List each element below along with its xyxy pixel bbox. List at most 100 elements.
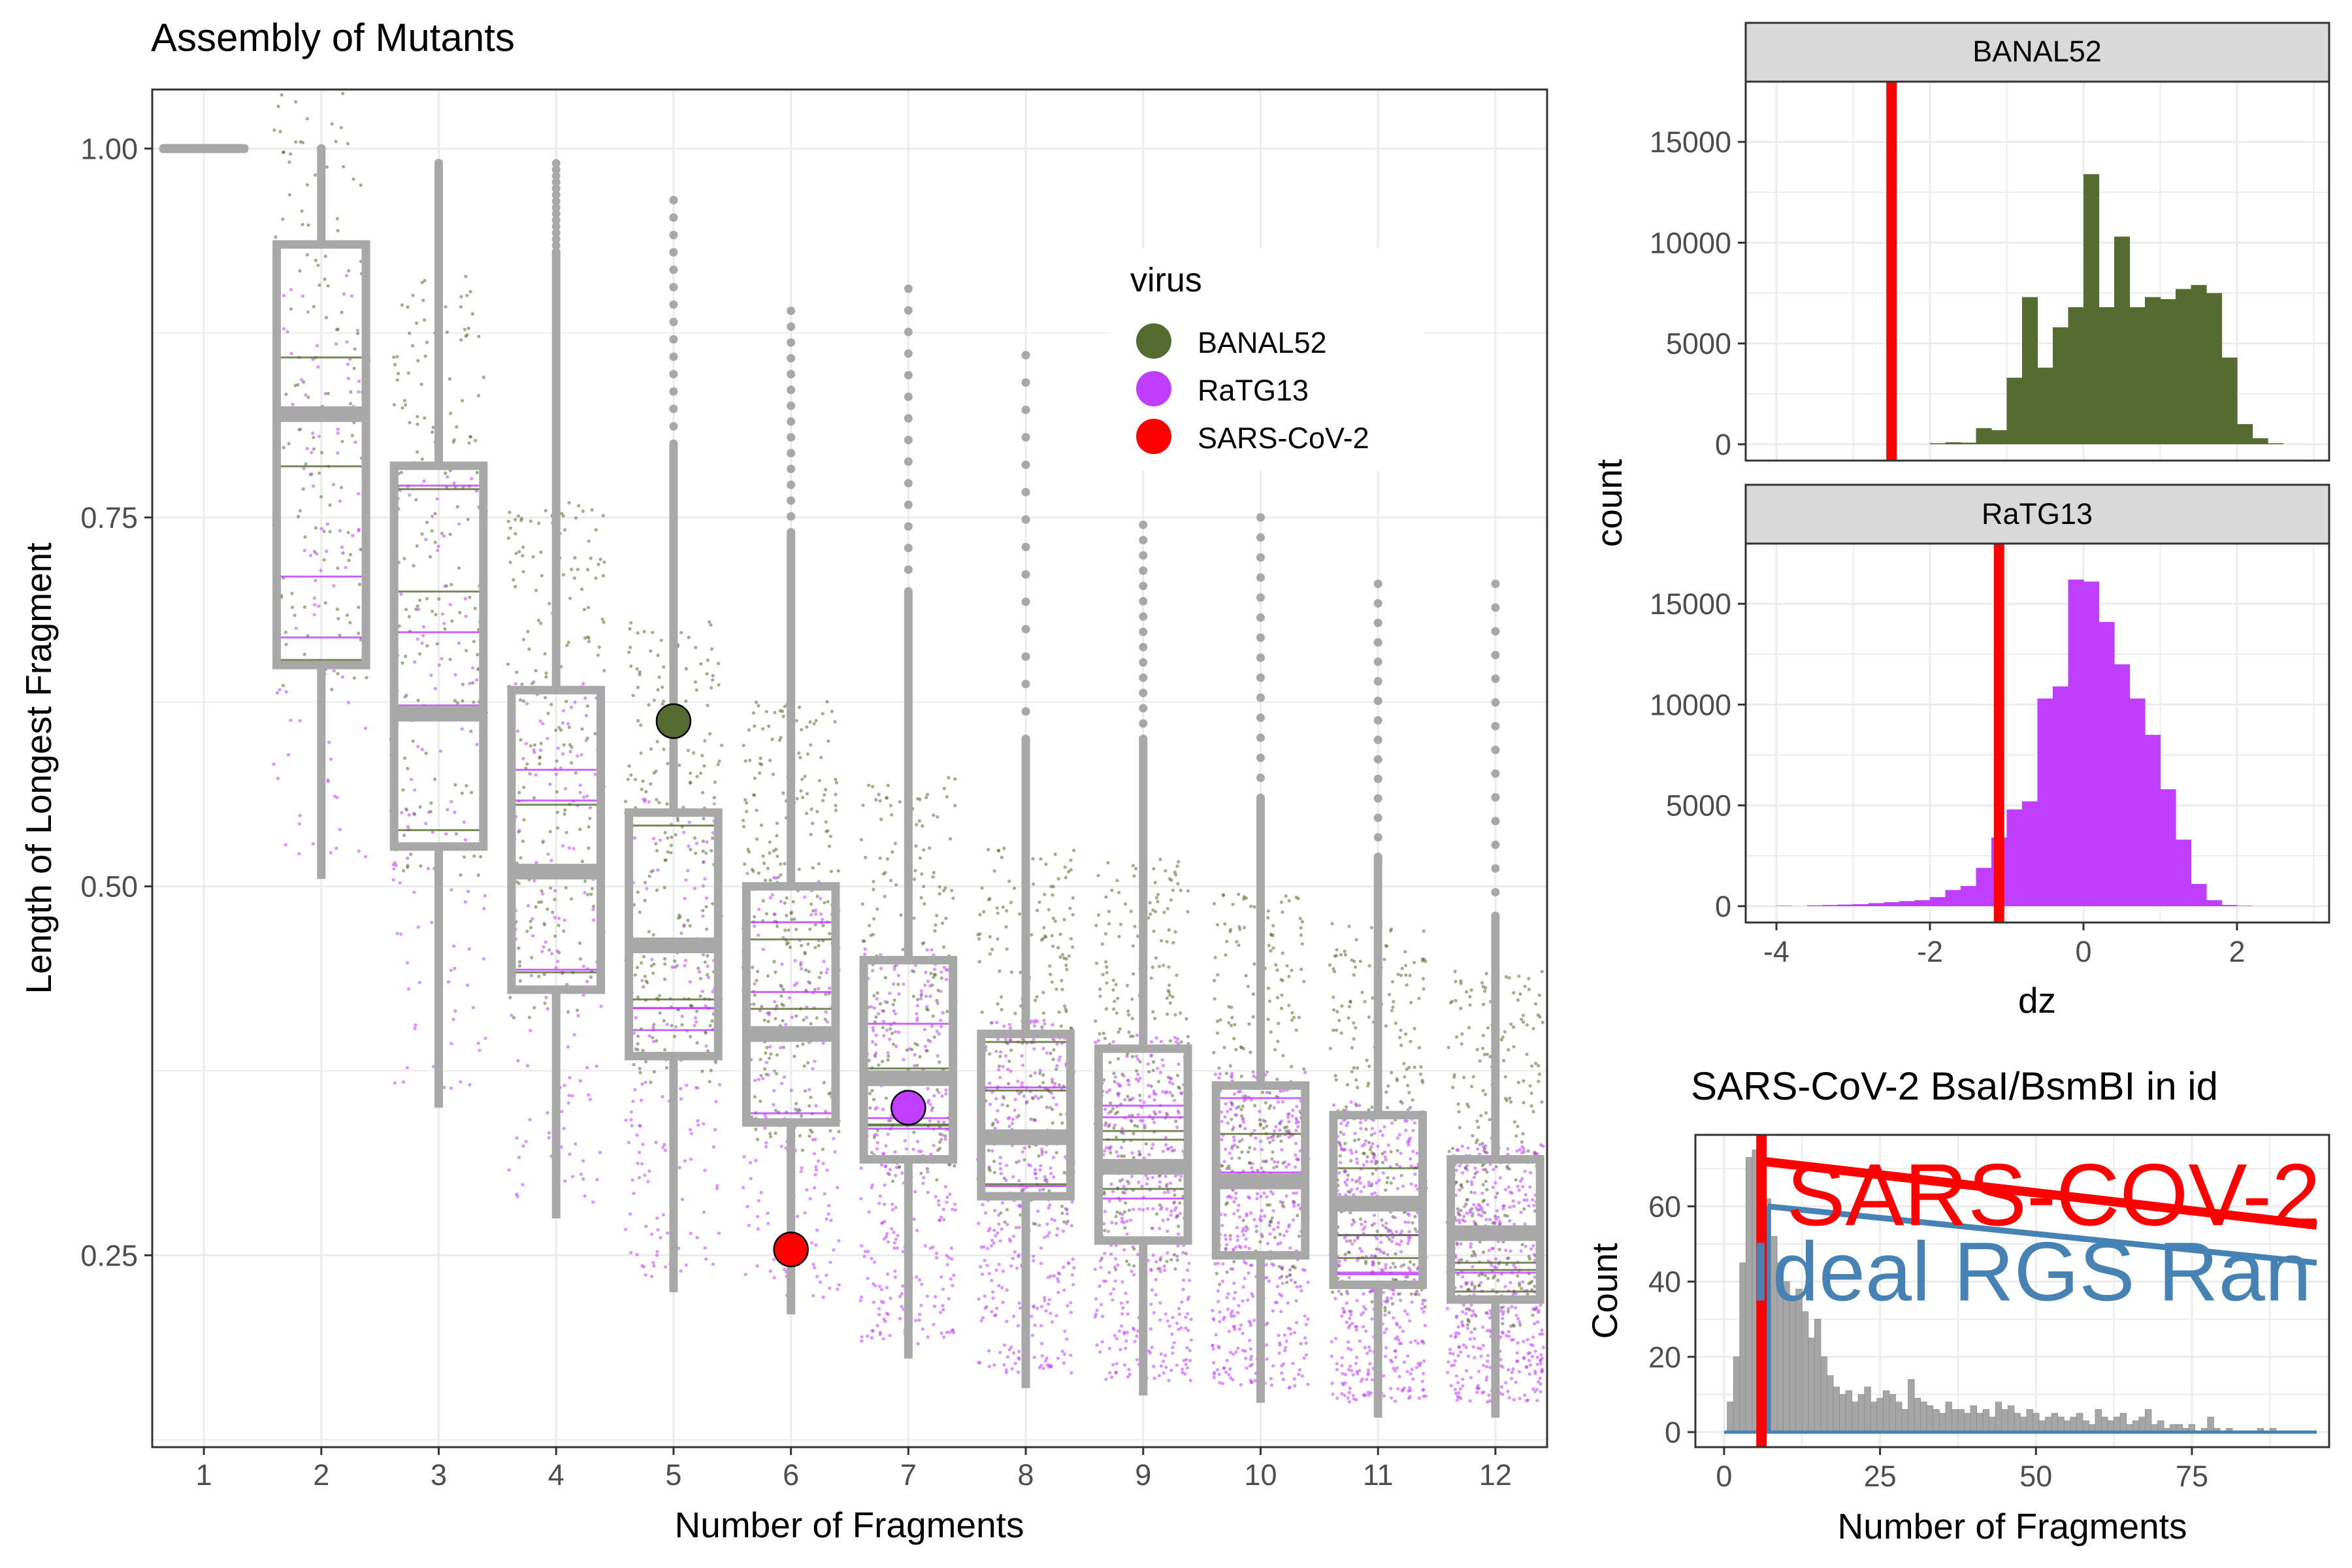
jitter-point bbox=[893, 964, 897, 968]
jitter-point bbox=[768, 840, 772, 844]
jitter-point bbox=[1285, 964, 1289, 968]
jitter-point bbox=[338, 633, 342, 638]
jitter-point bbox=[649, 747, 653, 751]
jitter-point bbox=[928, 1103, 932, 1107]
jitter-point bbox=[633, 777, 638, 781]
jitter-point bbox=[454, 832, 459, 836]
jitter-point bbox=[1125, 1232, 1129, 1236]
jitter-point bbox=[1130, 1054, 1134, 1058]
jitter-point bbox=[936, 1054, 939, 1058]
jitter-point bbox=[779, 873, 783, 877]
jitter-point bbox=[1237, 1327, 1241, 1331]
jitter-point bbox=[914, 844, 918, 848]
jitter-point bbox=[453, 783, 457, 787]
jitter-point bbox=[1003, 1220, 1007, 1224]
jitter-point bbox=[928, 1247, 932, 1250]
jitter-point bbox=[417, 652, 422, 656]
jitter-point bbox=[772, 1103, 776, 1107]
jitter-point bbox=[923, 1044, 927, 1048]
jitter-point bbox=[1304, 1353, 1308, 1357]
jitter-point bbox=[808, 1088, 811, 1092]
jitter-point bbox=[284, 843, 287, 847]
jitter-point bbox=[408, 421, 412, 425]
jitter-point bbox=[864, 1250, 868, 1254]
jitter-point bbox=[1266, 916, 1270, 920]
jitter-point bbox=[1132, 972, 1135, 976]
jitter-point bbox=[768, 896, 772, 900]
jitter-point bbox=[1413, 1339, 1417, 1343]
jitter-point bbox=[980, 1010, 984, 1014]
jitter-point bbox=[563, 808, 567, 812]
jitter-point bbox=[1354, 1103, 1358, 1107]
jitter-point bbox=[443, 627, 447, 631]
jitter-point bbox=[1045, 1222, 1049, 1226]
jitter-point bbox=[811, 866, 815, 870]
jitter-point bbox=[601, 574, 606, 578]
jitter-point bbox=[517, 828, 521, 832]
jitter-point bbox=[1151, 908, 1155, 912]
jitter-point bbox=[549, 702, 553, 706]
jitter-point bbox=[291, 402, 295, 406]
jitter-point bbox=[1395, 1162, 1399, 1167]
jitter-point bbox=[546, 852, 550, 856]
jitter-point bbox=[917, 1149, 921, 1153]
jitter-point bbox=[1039, 1246, 1043, 1250]
jitter-point bbox=[833, 1150, 837, 1154]
jitter-point bbox=[702, 817, 706, 821]
jitter-point bbox=[872, 887, 875, 892]
jitter-point bbox=[1422, 1394, 1426, 1398]
jitter-point bbox=[1388, 992, 1392, 996]
jitter-point bbox=[281, 683, 286, 687]
jitter-point bbox=[903, 1139, 907, 1143]
jitter-point bbox=[510, 1013, 514, 1017]
jitter-point bbox=[886, 1132, 890, 1136]
jitter-point bbox=[1350, 1322, 1354, 1326]
jitter-point bbox=[834, 804, 838, 808]
jitter-point bbox=[663, 977, 667, 981]
jitter-point bbox=[800, 777, 804, 781]
jitter-point bbox=[1421, 1081, 1425, 1085]
jitter-point bbox=[436, 544, 440, 548]
jitter-point bbox=[1399, 1298, 1403, 1302]
jitter-point bbox=[860, 1335, 864, 1339]
jitter-point bbox=[1186, 889, 1190, 893]
jitter-point bbox=[748, 1161, 753, 1165]
jitter-point bbox=[757, 1077, 760, 1081]
jitter-point bbox=[1173, 1036, 1177, 1039]
jitter-point bbox=[567, 1094, 571, 1098]
jitter-point bbox=[312, 549, 316, 554]
jitter-point bbox=[1182, 1278, 1186, 1282]
jitter-point bbox=[1056, 1356, 1060, 1360]
jitter-point bbox=[1072, 849, 1076, 853]
jitter-point bbox=[1343, 1258, 1347, 1262]
jitter-point bbox=[1294, 1320, 1298, 1325]
jitter-point bbox=[1385, 1181, 1389, 1184]
jitter-point bbox=[1110, 1375, 1114, 1379]
jitter-point bbox=[1166, 1251, 1169, 1255]
jitter-point bbox=[1367, 1393, 1371, 1397]
jitter-point bbox=[1166, 988, 1170, 992]
jitter-point bbox=[300, 209, 304, 213]
jitter-point bbox=[1179, 1040, 1183, 1044]
jitter-point bbox=[577, 504, 581, 508]
jitter-point bbox=[351, 534, 355, 538]
jitter-point bbox=[1149, 1084, 1153, 1088]
jitter-point bbox=[1017, 1349, 1021, 1354]
jitter-point bbox=[678, 1166, 681, 1169]
jitter-point bbox=[943, 886, 947, 890]
jitter-point bbox=[761, 947, 765, 951]
jitter-point bbox=[921, 824, 924, 828]
jitter-point bbox=[864, 855, 868, 860]
jitter-point bbox=[470, 666, 475, 670]
jitter-point bbox=[1013, 1362, 1017, 1365]
jitter-point bbox=[1380, 1134, 1384, 1137]
jitter-point bbox=[1355, 1186, 1359, 1191]
jitter-point bbox=[1126, 1094, 1130, 1098]
jitter-point bbox=[1032, 1259, 1036, 1263]
jitter-point bbox=[568, 1152, 572, 1156]
jitter-point bbox=[766, 1222, 770, 1226]
jitter-point bbox=[814, 1103, 818, 1107]
jitter-point bbox=[1136, 1252, 1140, 1256]
jitter-point bbox=[797, 706, 802, 710]
jitter-point bbox=[996, 911, 1000, 915]
